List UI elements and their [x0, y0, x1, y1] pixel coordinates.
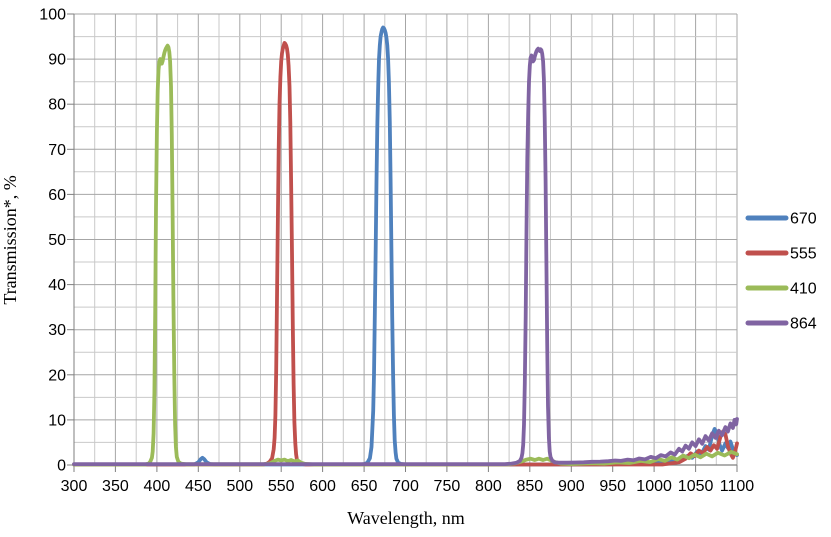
y-tick-label: 80	[48, 97, 66, 114]
legend-item-410: 410	[745, 281, 817, 298]
x-tick-label: 1000	[636, 478, 672, 495]
y-tick-label: 30	[48, 322, 66, 339]
x-tick-label: 900	[558, 478, 585, 495]
x-tick-label: 1050	[678, 478, 714, 495]
series-lines	[72, 25, 739, 467]
x-tick-label: 1100	[720, 478, 755, 495]
x-tick-label: 500	[226, 478, 253, 495]
legend-item-670: 670	[745, 211, 817, 228]
x-tick-label: 800	[475, 478, 502, 495]
x-tick-label: 300	[61, 478, 88, 495]
x-tick-label: 350	[102, 478, 129, 495]
x-tick-label: 950	[599, 478, 626, 495]
y-tick-label: 10	[48, 412, 66, 429]
y-tick-label: 70	[48, 142, 66, 159]
legend: 670 555 410 864	[745, 211, 817, 333]
axes	[67, 13, 738, 472]
y-tick-labels: 0 10 20 30 40 50 60 70 80 90 100	[39, 7, 66, 475]
x-tick-label: 650	[351, 478, 378, 495]
series-line-864	[72, 46, 739, 467]
legend-item-555: 555	[745, 246, 817, 263]
y-tick-label: 100	[39, 7, 66, 24]
x-tick-label: 700	[392, 478, 419, 495]
y-tick-label: 40	[48, 277, 66, 294]
x-tick-label: 400	[144, 478, 171, 495]
series-line-555	[72, 41, 739, 467]
legend-item-864: 864	[745, 316, 817, 333]
legend-label-410: 410	[790, 281, 817, 298]
y-axis-title: Transmission*, %	[0, 175, 20, 304]
legend-label-555: 555	[790, 246, 817, 263]
y-tick-label: 50	[48, 232, 66, 249]
series-line-410	[72, 43, 739, 467]
y-tick-label: 90	[48, 52, 66, 69]
gridlines	[73, 13, 738, 466]
y-tick-label: 20	[48, 367, 66, 384]
x-tick-label: 850	[516, 478, 543, 495]
y-tick-label: 60	[48, 187, 66, 204]
x-axis-title: Wavelength, nm	[347, 508, 465, 528]
x-tick-labels: 300 350 400 450 500 550 600 650 700 750 800 850 900 9…	[61, 478, 755, 495]
x-tick-label: 600	[309, 478, 336, 495]
x-tick-label: 550	[268, 478, 295, 495]
x-tick-label: 450	[185, 478, 212, 495]
y-tick-label: 0	[57, 458, 66, 475]
legend-label-670: 670	[790, 211, 817, 228]
x-tick-label: 750	[434, 478, 461, 495]
legend-label-864: 864	[790, 316, 817, 333]
